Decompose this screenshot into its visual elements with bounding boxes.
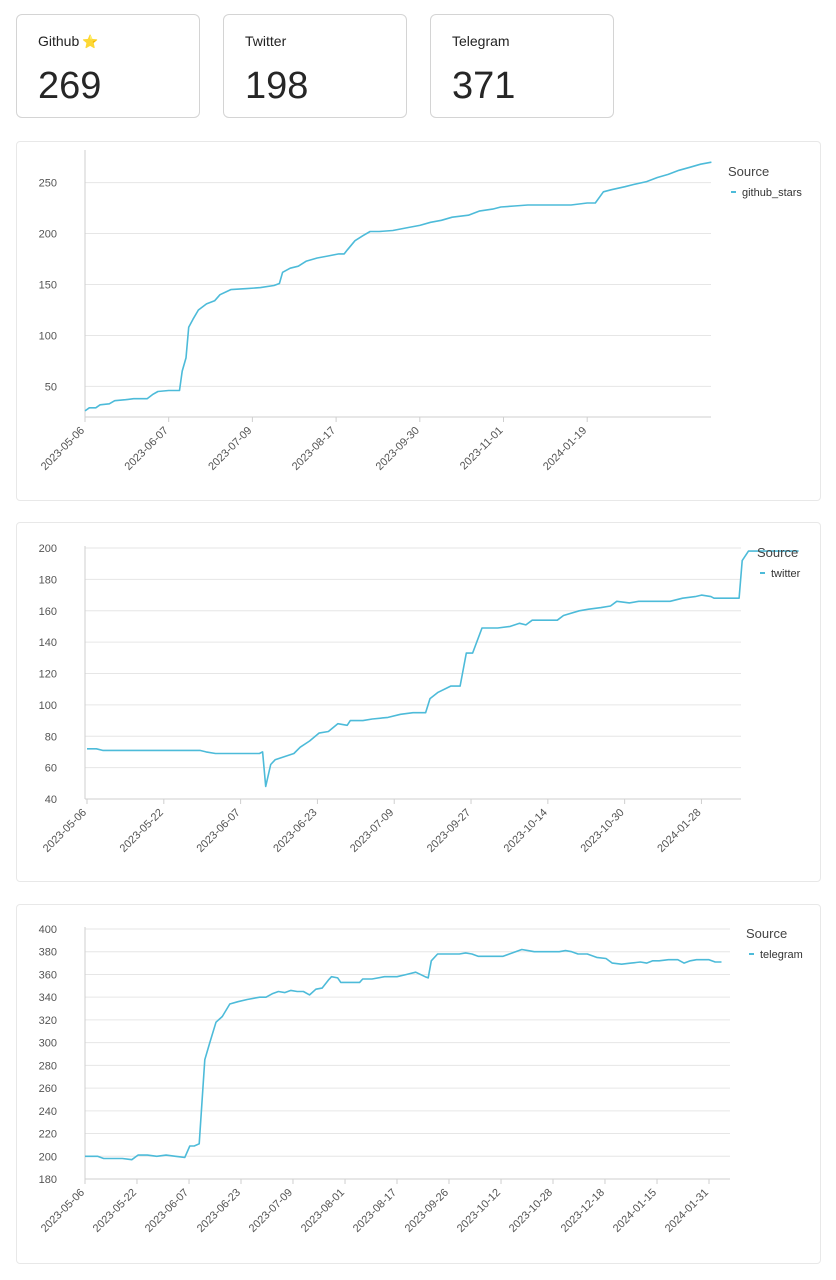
y-tick-label: 200: [39, 1151, 57, 1163]
x-tick-label: 2024-01-19: [541, 425, 589, 473]
x-tick-label: 2023-09-26: [403, 1187, 451, 1235]
chart-panel-github: 50 100 150 200 250 2023-05-06 2023-06-07 2023-0…: [16, 141, 821, 501]
stat-card-twitter: Twitter 198: [223, 14, 407, 118]
y-tick-label: 160: [39, 606, 57, 618]
y-tick-label: 120: [39, 669, 57, 681]
x-tick-label: 2023-10-28: [507, 1187, 555, 1235]
series-line-github_stars: [84, 161, 712, 412]
x-tick-label: 2023-07-09: [206, 425, 254, 473]
x-tick-label: 2023-05-22: [118, 807, 166, 855]
chart-telegram: 180 200 220 240 260 280 300 320 340 360 380 400 2023…: [39, 924, 803, 1235]
y-tick-label: 200: [39, 543, 57, 555]
x-tick-label: 2023-06-23: [271, 807, 319, 855]
y-tick-label: 280: [39, 1060, 57, 1072]
stat-label-telegram: Telegram: [452, 33, 510, 49]
y-tick-label: 340: [39, 992, 57, 1004]
y-tick-label: 140: [39, 637, 57, 649]
y-tick-label: 50: [45, 381, 57, 393]
y-tick-label: 220: [39, 1129, 57, 1141]
x-tick-label: 2023-10-30: [578, 807, 626, 855]
x-tick-label: 2023-05-22: [91, 1187, 139, 1235]
stat-card-telegram: Telegram 371: [430, 14, 614, 118]
legend-title: Source: [728, 164, 769, 179]
x-tick-label: 2023-09-27: [425, 807, 473, 855]
chart-twitter: 40 60 80 100 120 140 160 180 200 2023-05-06 2023-0…: [39, 543, 801, 855]
legend-entry[interactable]: twitter: [771, 568, 801, 580]
chart-panel-telegram: 180 200 220 240 260 280 300 320 340 360 380 400 2023…: [16, 904, 821, 1264]
x-tick-label: 2024-01-15: [611, 1187, 659, 1235]
y-tick-label: 320: [39, 1015, 57, 1027]
series-line-twitter: [87, 550, 799, 788]
y-tick-label: 260: [39, 1083, 57, 1095]
x-tick-label: 2023-06-07: [194, 807, 242, 855]
y-tick-label: 180: [39, 574, 57, 586]
x-tick-label: 2023-05-06: [41, 807, 89, 855]
y-tick-label: 250: [39, 178, 57, 190]
y-tick-label: 380: [39, 947, 57, 959]
x-tick-label: 2023-07-09: [247, 1187, 295, 1235]
x-tick-label: 2023-06-23: [195, 1187, 243, 1235]
x-tick-label: 2023-07-09: [348, 807, 396, 855]
x-tick-label: 2023-10-12: [455, 1187, 503, 1235]
legend-title: Source: [757, 545, 798, 560]
x-tick-label: 2023-08-01: [299, 1187, 347, 1235]
y-tick-label: 180: [39, 1174, 57, 1186]
stat-label-twitter: Twitter: [245, 33, 287, 49]
y-tick-label: 400: [39, 924, 57, 936]
star-icon: ⭐: [82, 34, 99, 49]
stat-value-github: 269: [38, 65, 102, 107]
stat-value-telegram: 371: [452, 65, 516, 107]
x-tick-label: 2023-06-07: [123, 425, 171, 473]
y-tick-label: 40: [45, 794, 57, 806]
chart-panel-twitter: 40 60 80 100 120 140 160 180 200 2023-05-06 2023-0…: [16, 522, 821, 882]
y-tick-label: 80: [45, 731, 57, 743]
x-tick-label: 2023-05-06: [39, 425, 87, 473]
x-tick-label: 2023-08-17: [351, 1187, 399, 1235]
x-tick-label: 2023-11-01: [458, 425, 506, 473]
chart-github-stars: 50 100 150 200 250 2023-05-06 2023-06-07 2023-0…: [39, 150, 802, 473]
x-tick-label: 2023-08-17: [290, 425, 338, 473]
series-line-telegram: [85, 948, 722, 1161]
stat-value-twitter: 198: [245, 65, 309, 107]
x-tick-label: 2023-10-14: [502, 807, 550, 855]
y-tick-label: 200: [39, 229, 57, 241]
x-tick-label: 2023-06-07: [143, 1187, 191, 1235]
legend-title: Source: [746, 926, 787, 941]
y-tick-label: 150: [39, 280, 57, 292]
y-tick-label: 100: [39, 330, 57, 342]
legend-entry[interactable]: github_stars: [742, 187, 802, 199]
x-tick-label: 2023-09-30: [374, 425, 422, 473]
legend-entry[interactable]: telegram: [760, 949, 803, 961]
y-tick-label: 300: [39, 1038, 57, 1050]
y-tick-label: 60: [45, 763, 57, 775]
y-tick-label: 240: [39, 1106, 57, 1118]
x-tick-label: 2024-01-28: [655, 807, 703, 855]
stat-card-github: Github ⭐ 269: [16, 14, 200, 118]
y-tick-label: 100: [39, 700, 57, 712]
x-tick-label: 2023-12-18: [559, 1187, 607, 1235]
stat-label-github: Github ⭐: [38, 33, 99, 49]
x-tick-label: 2023-05-06: [39, 1187, 87, 1235]
x-tick-label: 2024-01-31: [663, 1187, 711, 1235]
y-tick-label: 360: [39, 969, 57, 981]
